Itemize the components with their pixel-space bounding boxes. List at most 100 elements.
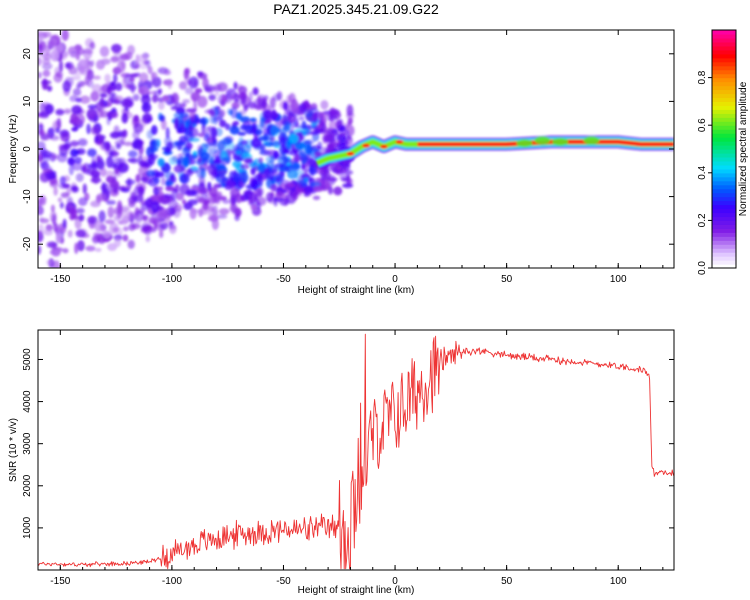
noise-blob: [106, 115, 111, 126]
colorbar-band: [712, 133, 736, 138]
noise-blob: [148, 153, 156, 166]
noise-blob: [152, 76, 162, 88]
noise-blob: [275, 190, 285, 199]
noise-blob: [136, 54, 148, 63]
snr-plot-area: [38, 330, 674, 570]
noise-blob: [115, 82, 123, 92]
noise-blob: [189, 207, 197, 220]
noise-blob: [139, 72, 149, 83]
snr-series-line: [38, 333, 674, 570]
noise-blob: [320, 100, 329, 110]
noise-blob: [63, 108, 72, 115]
noise-blob: [162, 70, 172, 76]
noise-blob: [114, 139, 125, 147]
noise-blob: [145, 235, 151, 243]
noise-blob: [216, 191, 223, 200]
colorbar-band: [712, 212, 736, 218]
noise-blob: [237, 131, 247, 136]
noise-blob: [55, 233, 62, 244]
noise-blob: [42, 69, 51, 77]
noise-blob: [52, 260, 61, 268]
colorbar-band: [712, 33, 736, 39]
noise-blob: [133, 195, 144, 203]
noise-blob: [72, 161, 83, 171]
noise-blob: [175, 184, 180, 195]
noise-blob: [229, 170, 235, 181]
colorbar-band: [712, 228, 736, 233]
noise-blob: [113, 207, 119, 215]
noise-blob: [42, 31, 52, 38]
noise-blob: [57, 152, 68, 163]
noise-blob: [122, 234, 129, 242]
noise-blob: [67, 229, 73, 238]
noise-blob: [64, 76, 74, 87]
noise-blob: [62, 218, 67, 229]
noise-blob: [333, 186, 343, 196]
noise-blob: [48, 38, 57, 48]
noise-blob: [186, 167, 193, 177]
noise-blob: [204, 142, 214, 148]
colorbar-band: [712, 85, 736, 91]
noise-blob: [184, 87, 194, 95]
colorbar-band: [712, 37, 736, 43]
noise-blob: [240, 152, 252, 159]
noise-blob: [89, 41, 96, 50]
noise-blob: [96, 154, 102, 163]
noise-blob: [72, 88, 82, 97]
noise-blob: [71, 105, 83, 115]
noise-blob: [304, 144, 312, 155]
noise-blob: [157, 194, 163, 202]
noise-blob: [152, 138, 160, 151]
noise-blob: [271, 168, 279, 178]
noise-blob: [117, 162, 129, 173]
colorbar-band: [712, 113, 736, 118]
noise-blob: [95, 102, 106, 113]
noise-blob: [91, 83, 102, 93]
noise-blob: [86, 123, 91, 135]
noise-blob: [277, 156, 288, 164]
noise-blob: [180, 102, 187, 108]
noise-blob: [109, 222, 119, 235]
noise-blob: [318, 119, 324, 126]
noise-blob: [132, 94, 140, 101]
colorbar-band: [712, 65, 736, 71]
noise-blob: [236, 150, 241, 155]
ridge-peak: [417, 140, 674, 146]
noise-blob: [233, 93, 240, 103]
y-tick-label: 2000: [22, 474, 33, 497]
colorbar-band: [712, 188, 736, 194]
colorbar-band: [712, 61, 736, 67]
noise-blob: [208, 94, 216, 101]
noise-blob: [38, 129, 45, 136]
noise-blob: [176, 141, 183, 151]
noise-blob: [282, 148, 289, 154]
noise-blob: [38, 71, 42, 79]
noise-blob: [53, 222, 59, 233]
noise-blob: [137, 88, 145, 95]
noise-blob: [337, 165, 343, 171]
noise-blob: [208, 108, 215, 116]
noise-blob: [146, 196, 153, 206]
noise-blob: [300, 163, 306, 171]
noise-blob: [164, 193, 172, 198]
noise-blob: [189, 137, 200, 142]
noise-blob: [240, 163, 250, 170]
noise-blob: [71, 127, 79, 132]
x-tick-label: -50: [276, 274, 291, 285]
noise-blob: [249, 117, 257, 123]
noise-blob: [117, 60, 126, 73]
noise-blob: [194, 88, 203, 94]
colorbar-band: [712, 184, 736, 190]
noise-blob: [167, 78, 173, 90]
ridge-highlight: [516, 139, 533, 148]
noise-blob: [38, 30, 44, 37]
noise-blob: [157, 88, 163, 95]
noise-blob: [95, 59, 106, 70]
noise-blob: [173, 112, 184, 119]
noise-blob: [70, 185, 78, 192]
noise-blob: [109, 149, 114, 159]
noise-blob: [86, 69, 91, 78]
noise-blob: [323, 166, 331, 173]
noise-blob: [203, 84, 215, 93]
noise-blob: [121, 210, 129, 217]
